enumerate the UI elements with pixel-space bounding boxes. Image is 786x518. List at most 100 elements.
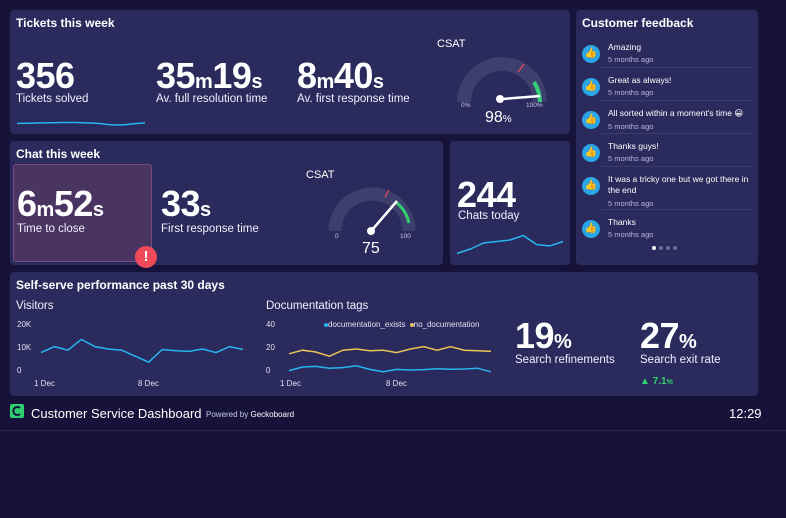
visitors-label: Visitors: [16, 300, 54, 312]
resolution-time-value: 35m19s: [156, 55, 263, 96]
thumbs-up-icon: 👍: [582, 78, 600, 96]
thumbs-up-icon: 👍: [582, 144, 600, 162]
tickets-csat-min: 0%: [461, 102, 471, 109]
feedback-time: 5 months ago: [608, 55, 654, 64]
thumbs-up-icon: 👍: [582, 220, 600, 238]
feedback-time: 5 months ago: [608, 88, 654, 97]
tickets-csat-value: 98%: [485, 109, 512, 126]
legend-docs-exists: documentation_exists: [328, 320, 406, 329]
carousel-dot[interactable]: [666, 246, 670, 250]
feedback-item: 👍 Amazing 5 months ago: [582, 42, 752, 72]
chats-today-panel: 244 Chats today: [450, 141, 570, 265]
exit-rate-label: Search exit rate: [640, 354, 721, 366]
tickets-solved-value: 356: [16, 55, 75, 96]
chats-today-label: Chats today: [458, 210, 520, 222]
docs-y-tick: 0: [266, 366, 271, 375]
visitors-y-tick: 0: [17, 366, 22, 375]
chats-today-value: 244: [457, 174, 516, 215]
feedback-divider: [602, 133, 752, 134]
legend-dot-docs-exists: [324, 323, 328, 327]
feedback-text: Thanks guys!: [608, 141, 659, 151]
docs-y-tick: 20: [266, 343, 275, 352]
visitors-x-tick: 1 Dec: [34, 379, 55, 388]
first-response-value: 8m40s: [297, 55, 384, 96]
docs-legend: documentation_exists no_documentation: [324, 320, 479, 329]
feedback-text: Amazing: [608, 42, 642, 52]
feedback-time: 5 months ago: [608, 122, 654, 131]
carousel-dot-active[interactable]: [652, 246, 656, 250]
selfserve-title: Self-serve performance past 30 days: [16, 278, 225, 292]
refinements-value: 19%: [515, 315, 572, 356]
tickets-csat-gauge: [457, 57, 547, 103]
feedback-divider: [602, 166, 752, 167]
visitors-x-tick: 8 Dec: [138, 379, 159, 388]
thumbs-up-icon: 👍: [582, 111, 600, 129]
chat-panel: Chat this week 6m52s Time to close ! 33s…: [10, 141, 443, 268]
dashboard-title: Customer Service Dashboard: [31, 406, 202, 421]
feedback-divider: [602, 100, 752, 101]
feedback-item: 👍 It was a tricky one but we got there i…: [582, 174, 752, 214]
feedback-panel: Customer feedback 👍 Amazing 5 months ago…: [576, 10, 758, 265]
chat-csat-label: CSAT: [306, 169, 335, 181]
feedback-text: All sorted within a moment's time 😀: [608, 108, 744, 118]
footer: Customer Service Dashboard Powered by Ge…: [0, 401, 786, 431]
chat-csat-min: 0: [335, 233, 339, 240]
feedback-item: 👍 All sorted within a moment's time 😀 5 …: [582, 108, 752, 138]
feedback-time: 5 months ago: [608, 199, 654, 208]
feedback-text: Thanks: [608, 217, 636, 227]
resolution-time-label: Av. full resolution time: [156, 93, 268, 105]
feedback-text: It was a tricky one but we got there in …: [608, 174, 749, 196]
exit-rate-value: 27%: [640, 315, 697, 356]
chat-title: Chat this week: [16, 147, 101, 161]
thumbs-up-icon: 👍: [582, 177, 600, 195]
tickets-csat-label: CSAT: [437, 38, 466, 50]
visitors-y-tick: 10K: [17, 343, 32, 352]
chat-csat-max: 100: [400, 233, 411, 240]
feedback-divider: [602, 209, 752, 210]
feedback-time: 5 months ago: [608, 230, 654, 239]
alert-icon: !: [135, 246, 157, 268]
legend-dot-no-docs: [409, 323, 414, 327]
geckoboard-logo-icon: [10, 404, 24, 418]
chats-today-sparkline: [456, 234, 564, 255]
carousel-dot[interactable]: [659, 246, 663, 250]
chat-first-response-value: 33s: [161, 183, 211, 224]
chat-first-response-label: First response time: [161, 223, 259, 235]
refinements-label: Search refinements: [515, 354, 615, 366]
feedback-item: 👍 Thanks guys! 5 months ago: [582, 141, 752, 171]
docs-y-tick: 40: [266, 320, 275, 329]
chat-csat-gauge: [328, 187, 416, 235]
docs-x-tick: 8 Dec: [386, 379, 407, 388]
feedback-text: Great as always!: [608, 75, 672, 85]
feedback-title: Customer feedback: [582, 16, 694, 30]
feedback-divider: [602, 67, 752, 68]
visitors-chart: [40, 338, 244, 364]
thumbs-up-icon: 👍: [582, 45, 600, 63]
feedback-item: 👍 Great as always! 5 months ago: [582, 75, 752, 105]
up-arrow-icon: ▲: [640, 376, 650, 387]
powered-brand: Geckoboard: [250, 410, 295, 419]
time-to-close-value: 6m52s: [17, 183, 104, 224]
carousel-dots[interactable]: [652, 245, 684, 253]
time-to-close-tile: [13, 164, 152, 262]
carousel-dot[interactable]: [673, 246, 677, 250]
tickets-panel: Tickets this week 356 Tickets solved 35m…: [10, 10, 570, 134]
tickets-solved-label: Tickets solved: [16, 93, 89, 105]
chat-csat-value: 75: [362, 240, 380, 257]
docs-x-tick: 1 Dec: [280, 379, 301, 388]
legend-no-docs: no_documentation: [413, 320, 480, 329]
selfserve-panel: Self-serve performance past 30 days Visi…: [10, 272, 758, 396]
clock: 12:29: [729, 406, 762, 421]
docs-label: Documentation tags: [266, 300, 369, 312]
docs-chart: [288, 345, 492, 373]
exit-rate-delta: ▲ 7.1%: [640, 376, 673, 387]
tickets-sparkline: [16, 121, 146, 126]
tickets-title: Tickets this week: [16, 16, 115, 30]
feedback-time: 5 months ago: [608, 154, 654, 163]
powered-by: Powered by Geckoboard: [206, 410, 295, 419]
feedback-item: 👍 Thanks 5 months ago: [582, 217, 752, 247]
tickets-csat-max: 100%: [526, 102, 543, 109]
first-response-label: Av. first response time: [297, 93, 410, 105]
time-to-close-label: Time to close: [17, 223, 85, 235]
visitors-y-tick: 20K: [17, 320, 32, 329]
